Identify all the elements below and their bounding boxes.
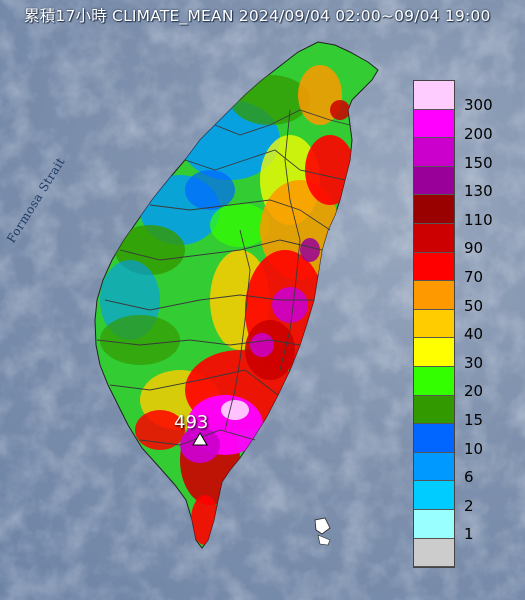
color-legend [413, 80, 455, 569]
legend-label: 70 [464, 267, 484, 286]
legend-swatch [414, 452, 454, 482]
legend-label: 6 [464, 468, 474, 487]
legend-label: 1 [464, 525, 474, 544]
legend-label: 150 [464, 153, 493, 172]
legend-label: 40 [464, 325, 484, 344]
green-island [314, 517, 331, 535]
legend-swatch [414, 252, 454, 282]
legend-label: 130 [464, 182, 493, 201]
legend-label: 110 [464, 210, 493, 229]
legend-swatch [414, 366, 454, 396]
triangle-marker-icon [192, 432, 208, 446]
map-title: 累積17小時 CLIMATE_MEAN 2024/09/04 02:00~09/… [24, 7, 491, 25]
orchid-island [317, 534, 331, 546]
legend-label: 50 [464, 296, 484, 315]
legend-swatch [414, 309, 454, 339]
legend-label: 10 [464, 439, 484, 458]
legend-swatch [414, 424, 454, 453]
legend-label: 2 [464, 496, 474, 515]
county-borders [96, 109, 351, 446]
legend-swatch [414, 81, 454, 110]
legend-swatch [414, 166, 454, 196]
legend-swatch [414, 395, 454, 425]
legend-swatch [414, 195, 454, 224]
legend-swatch [414, 281, 454, 310]
legend-label: 300 [464, 96, 493, 115]
legend-swatch [414, 338, 454, 367]
legend-swatch [414, 509, 454, 539]
legend-label: 20 [464, 382, 484, 401]
legend-label: 30 [464, 353, 484, 372]
legend-swatch [414, 138, 454, 167]
legend-label: 90 [464, 239, 484, 258]
legend-swatch [414, 481, 454, 510]
legend-swatch [414, 109, 454, 139]
max-value-label: 493 [174, 412, 209, 433]
legend-swatch [414, 538, 454, 568]
legend-label: 15 [464, 410, 484, 429]
legend-swatch [414, 223, 454, 253]
legend-label: 200 [464, 124, 493, 143]
